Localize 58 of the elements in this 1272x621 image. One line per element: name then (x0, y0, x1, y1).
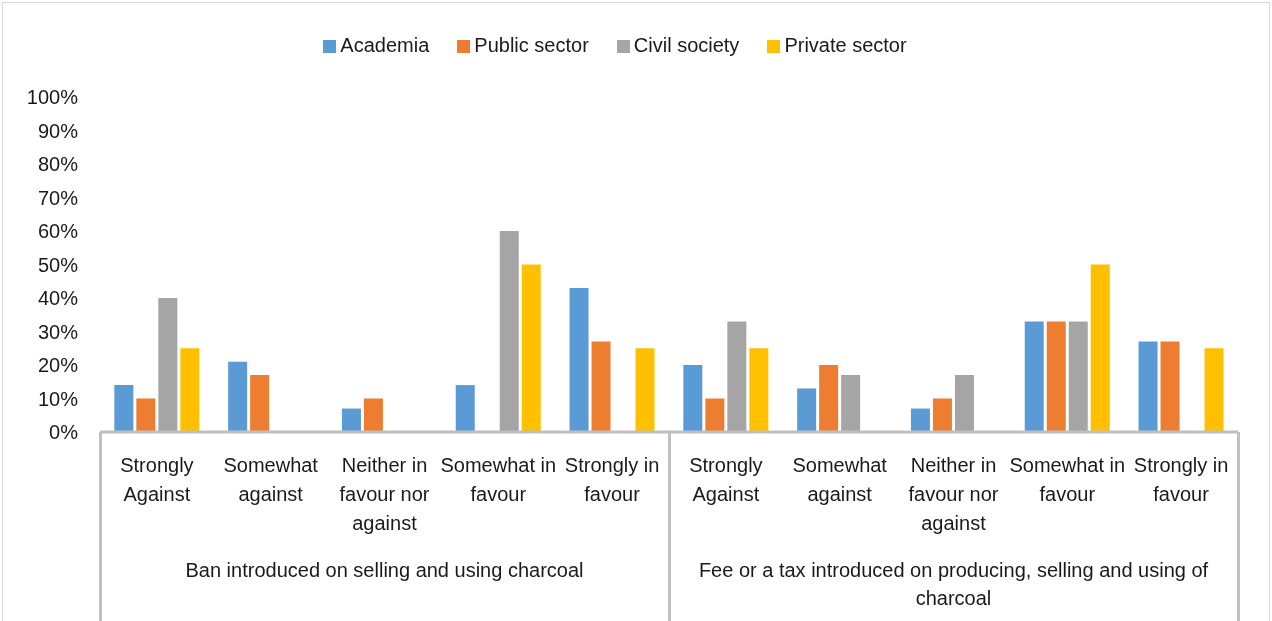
bar (954, 375, 974, 432)
x-tick-label: Strongly in favour (1133, 454, 1229, 506)
x-tick-label: Somewhat against (223, 454, 319, 506)
bar (910, 408, 930, 432)
x-tick-label: Strongly in favour (564, 454, 660, 506)
x-tick-label: Strongly Against (689, 454, 763, 506)
bar (841, 375, 861, 432)
bar (1138, 341, 1158, 432)
x-tick-label: Neither in favour nor against (339, 454, 430, 535)
bar (363, 398, 383, 432)
bar (228, 361, 248, 432)
bar (749, 348, 769, 432)
bar (136, 398, 156, 432)
legend-label: Private sector (784, 34, 907, 56)
bar (455, 385, 475, 432)
legend-label: Academia (340, 34, 430, 56)
bar (1046, 321, 1066, 432)
y-tick-label: 60% (37, 220, 79, 243)
bar (797, 388, 817, 432)
y-tick-label: 0% (49, 421, 79, 444)
bar (683, 365, 703, 432)
y-tick-label: 90% (37, 119, 79, 142)
bar (1090, 264, 1110, 432)
text: Fee or a tax introduced on producing, selling and using of charcoal (698, 559, 1209, 609)
y-tick-label: 100% (26, 86, 79, 109)
x-tick-label: Somewhat against (792, 454, 888, 506)
bar (1204, 348, 1224, 432)
bar (1068, 321, 1088, 432)
y-tick-label: 20% (37, 354, 79, 377)
bar (705, 398, 725, 432)
bar (727, 321, 747, 432)
bar (932, 398, 952, 432)
text: Ban introduced on selling and using charcoal (185, 559, 584, 581)
x-tick-label: Somewhat in favour (440, 454, 557, 506)
y-tick-label: 40% (37, 287, 79, 310)
bar (250, 375, 270, 432)
bar (1024, 321, 1044, 432)
y-tick-label: 10% (37, 387, 79, 410)
bar (499, 231, 519, 432)
bar (569, 287, 589, 432)
y-tick-label: 50% (37, 253, 79, 276)
y-tick-label: 30% (37, 320, 79, 343)
bar (635, 348, 655, 432)
bar (341, 408, 361, 432)
y-tick-label: 70% (37, 186, 79, 209)
legend-label: Public sector (474, 34, 589, 56)
bar (521, 264, 541, 432)
legend-label: Civil society (633, 34, 740, 56)
bar (114, 385, 134, 432)
x-tick-label: Neither in favour nor against (908, 454, 999, 535)
bar (180, 348, 200, 432)
bar (819, 365, 839, 432)
bar (591, 341, 611, 432)
bar (1160, 341, 1180, 432)
x-tick-label: Strongly Against (120, 454, 194, 506)
bar (158, 298, 178, 432)
x-tick-label: Somewhat in favour (1009, 454, 1126, 506)
y-tick-label: 80% (37, 153, 79, 176)
